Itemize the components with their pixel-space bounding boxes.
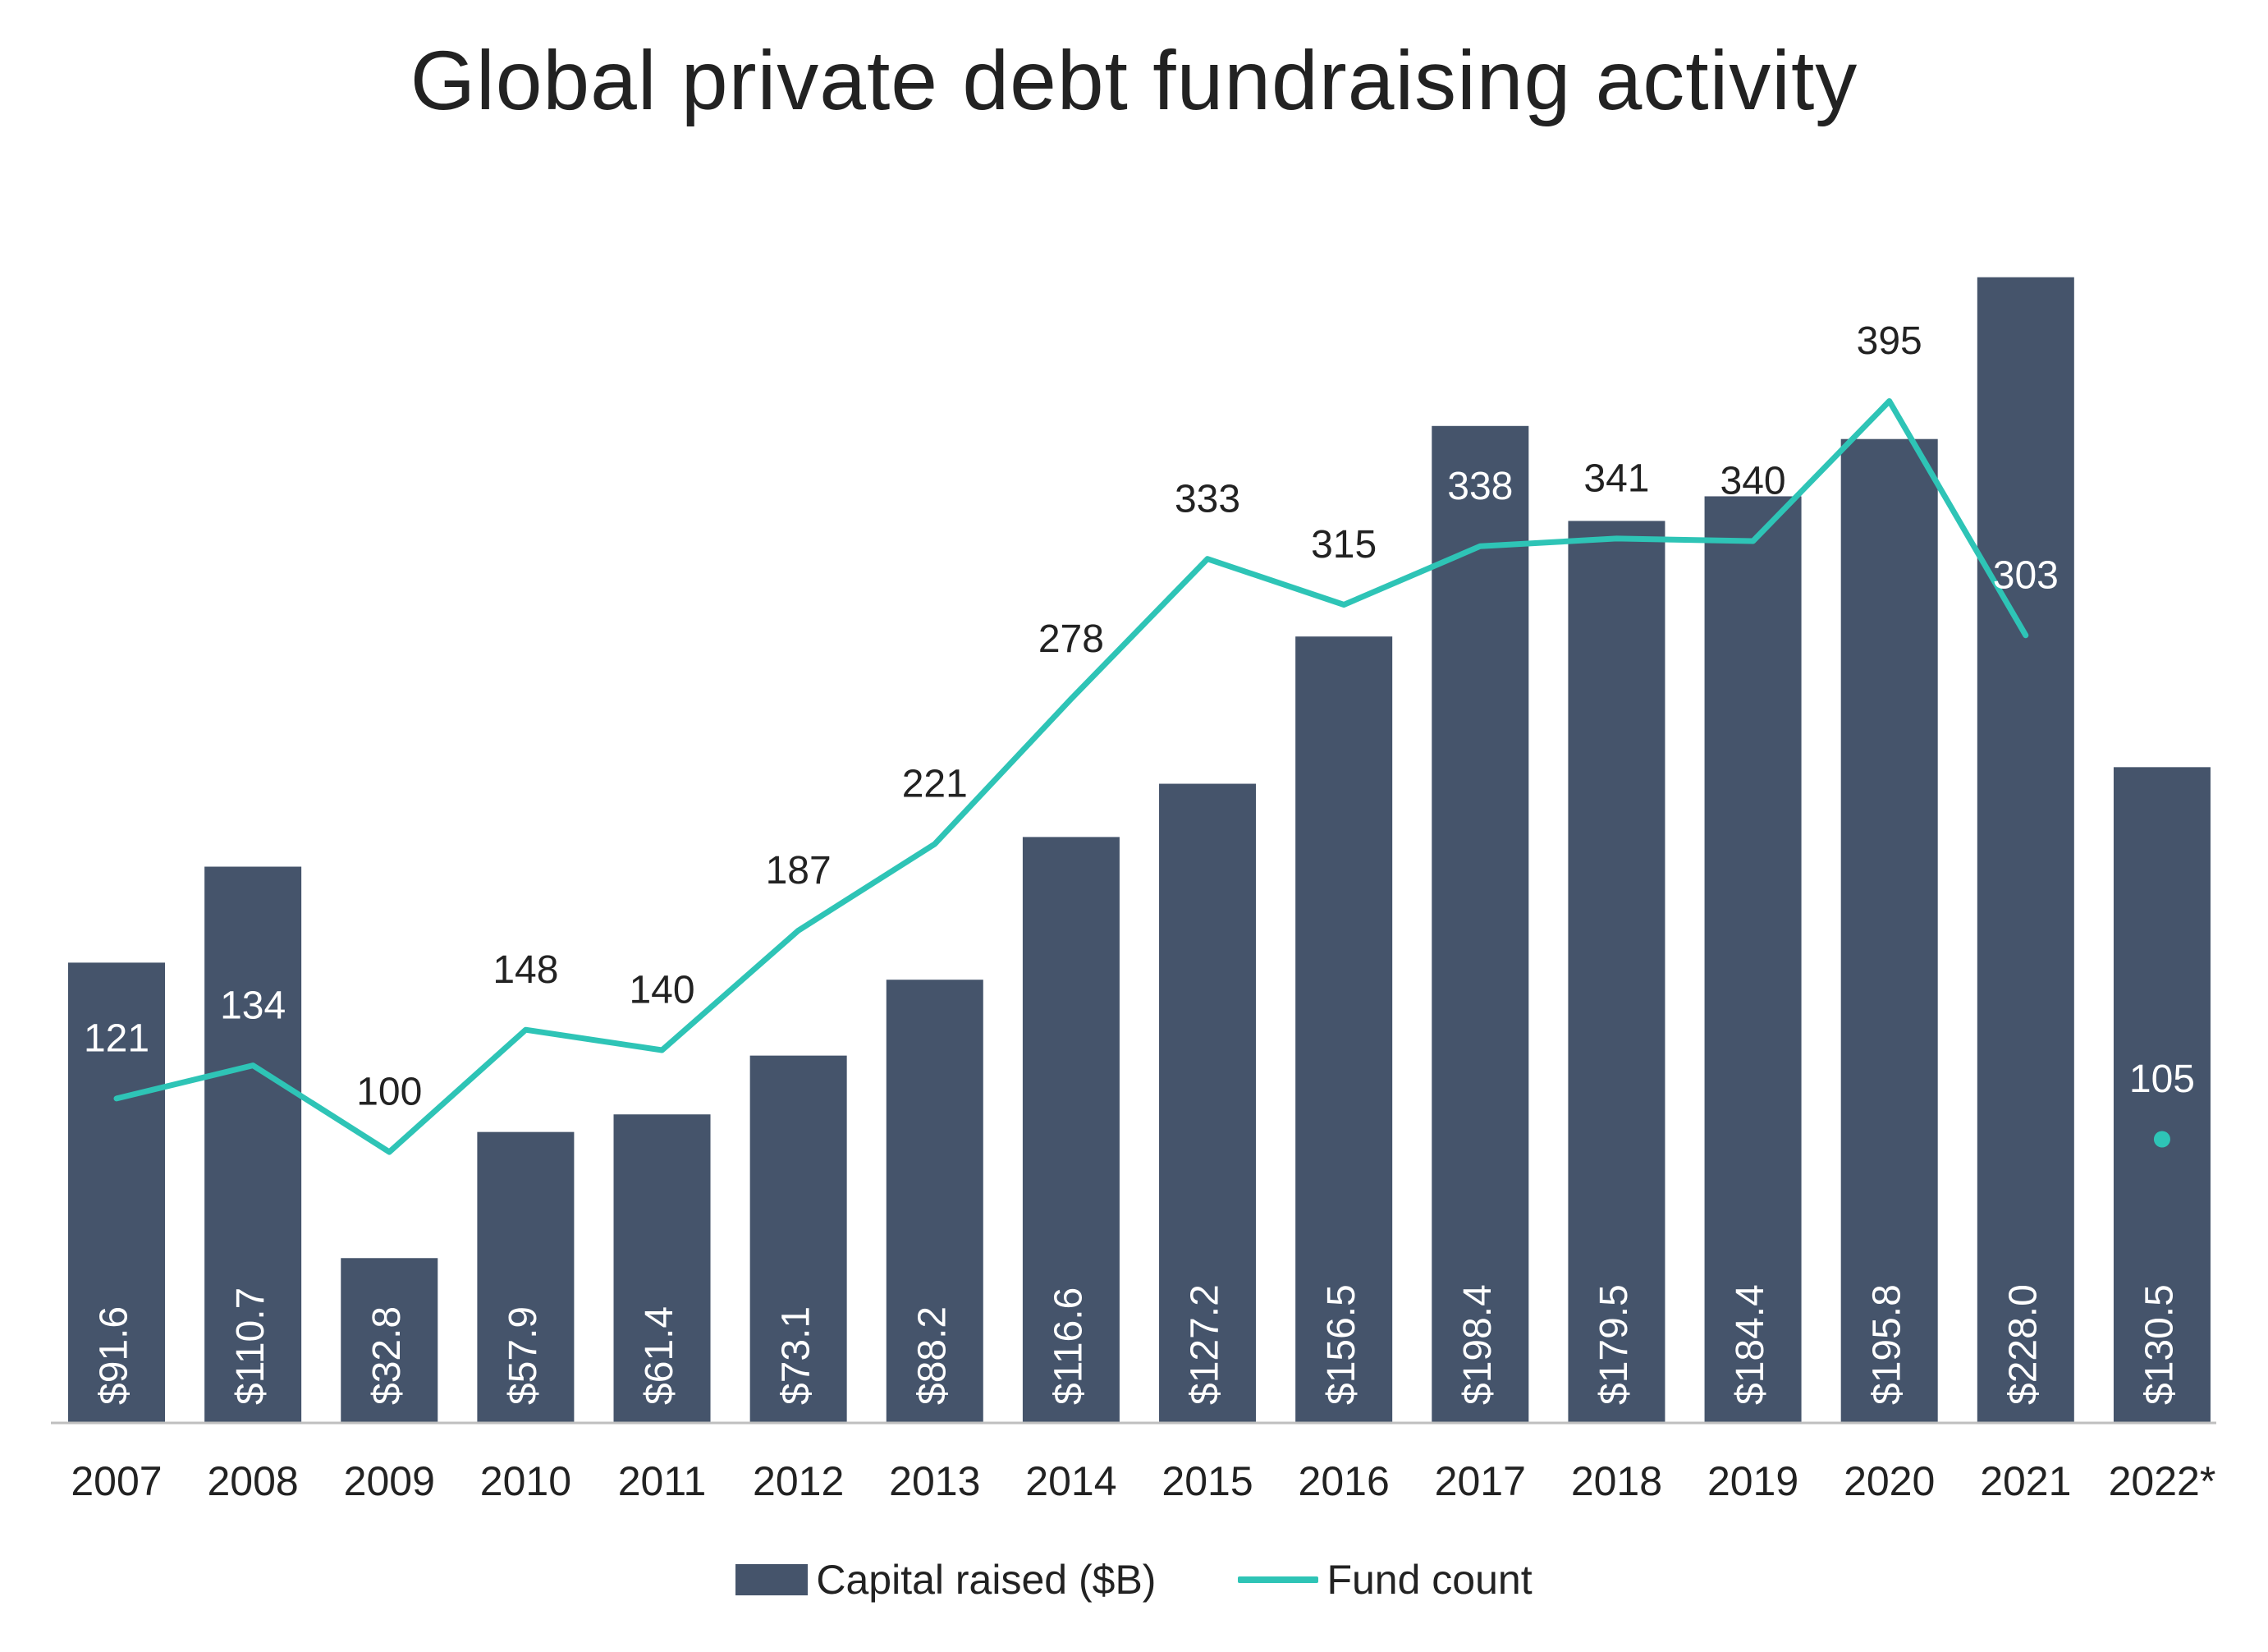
bar-value-label: $61.4 <box>638 1306 681 1405</box>
x-tick-label: 2022* <box>2109 1458 2216 1504</box>
bar-2013 <box>886 980 983 1423</box>
bar-2017 <box>1432 425 1529 1423</box>
x-tick-label: 2008 <box>208 1458 299 1504</box>
fund-count-label: 100 <box>356 1071 422 1114</box>
bar-2010 <box>477 1131 575 1423</box>
fund-count-label: 121 <box>84 1017 149 1061</box>
legend-item-capital: Capital raised ($B) <box>735 1556 1156 1604</box>
line-layer <box>113 398 2170 1155</box>
x-tick-label: 2010 <box>480 1458 571 1504</box>
x-tick-label: 2009 <box>344 1458 435 1504</box>
bar-2020 <box>1840 438 1938 1423</box>
bar-2009 <box>341 1258 438 1423</box>
x-tick-label: 2018 <box>1571 1458 1662 1504</box>
bar-value-label: $179.5 <box>1592 1284 1636 1405</box>
bar-2016 <box>1295 636 1393 1423</box>
bar-value-label: $195.8 <box>1865 1284 1908 1405</box>
bar-2011 <box>613 1114 711 1423</box>
fund-count-label: 278 <box>1038 617 1104 661</box>
bar-value-label: $57.9 <box>502 1306 545 1405</box>
bar-2012 <box>749 1055 847 1423</box>
fund-count-label: 341 <box>1583 457 1649 501</box>
x-tick-label: 2011 <box>618 1458 707 1504</box>
bar-2007 <box>68 962 165 1423</box>
fund-count-label: 333 <box>1175 477 1240 521</box>
chart-title: Global private debt fundraising activity <box>410 34 1858 127</box>
legend: Capital raised ($B) Fund count <box>0 1556 2268 1604</box>
legend-label-capital: Capital raised ($B) <box>816 1557 1157 1603</box>
bar-value-label: $156.5 <box>1320 1284 1363 1405</box>
bar-value-label: $116.6 <box>1047 1287 1091 1405</box>
bar-2019 <box>1704 496 1802 1424</box>
fund-count-label: 340 <box>1720 460 1786 503</box>
x-tick-label: 2015 <box>1161 1458 1253 1504</box>
x-tick-label: 2014 <box>1025 1458 1116 1504</box>
bar-2021 <box>1977 277 2074 1423</box>
bar-value-label: $228.0 <box>2001 1284 2045 1405</box>
fund-count-label: 315 <box>1311 523 1377 567</box>
fund-count-label: 221 <box>902 763 968 806</box>
legend-label-fund-count: Fund count <box>1326 1557 1533 1603</box>
legend-swatch-line <box>1238 1576 1319 1583</box>
x-tick-label: 2013 <box>889 1458 980 1504</box>
x-tick-label: 2020 <box>1844 1458 1935 1504</box>
bar-value-label: $73.1 <box>774 1306 818 1405</box>
x-tick-label: 2012 <box>753 1458 844 1504</box>
x-axis-ticks: 2007 2008 2009 2010 2011 2012 2013 2014 2015 2016… <box>71 1458 2215 1504</box>
bar-2015 <box>1159 783 1257 1423</box>
bar-2008 <box>204 866 302 1423</box>
fund-count-label: 134 <box>220 984 286 1027</box>
fund-count-label: 338 <box>1447 465 1513 508</box>
bar-value-label: $110.7 <box>229 1287 273 1405</box>
bar-value-label: $32.8 <box>365 1306 409 1405</box>
bar-2014 <box>1022 837 1120 1423</box>
fund-count-label: 395 <box>1857 319 1922 363</box>
bar-2018 <box>1568 521 1665 1424</box>
fund-count-label: 187 <box>766 849 832 893</box>
bar-value-label: $198.4 <box>1456 1284 1500 1405</box>
bar-value-label: $184.4 <box>1729 1284 1772 1405</box>
x-tick-label: 2007 <box>71 1458 162 1504</box>
x-tick-label: 2021 <box>1980 1458 2071 1504</box>
bar-value-label: $130.5 <box>2138 1284 2182 1405</box>
fund-count-label: 148 <box>493 948 558 992</box>
legend-item-fund-count: Fund count <box>1238 1556 1533 1604</box>
x-tick-label: 2019 <box>1707 1458 1798 1504</box>
fund-count-label: 140 <box>629 969 694 1012</box>
labels-layer: $91.6 $110.7 $32.8 $57.9 $61.4 $73.1 $88.2 $116… <box>84 319 2195 1405</box>
fund-count-point-2022 <box>2153 1131 2170 1148</box>
x-tick-label: 2016 <box>1299 1458 1390 1504</box>
bar-value-label: $127.2 <box>1184 1284 1227 1405</box>
fund-count-label: 105 <box>2129 1058 2195 1101</box>
bar-value-label: $88.2 <box>910 1306 954 1405</box>
x-tick-label: 2017 <box>1435 1458 1526 1504</box>
bar-2022* <box>2113 767 2211 1423</box>
fund-count-label: 303 <box>1993 553 2059 597</box>
bars-layer <box>68 277 2211 1424</box>
legend-swatch-bar <box>735 1564 809 1595</box>
bar-value-label: $91.6 <box>93 1306 136 1405</box>
fund-count-line <box>113 398 2029 1155</box>
